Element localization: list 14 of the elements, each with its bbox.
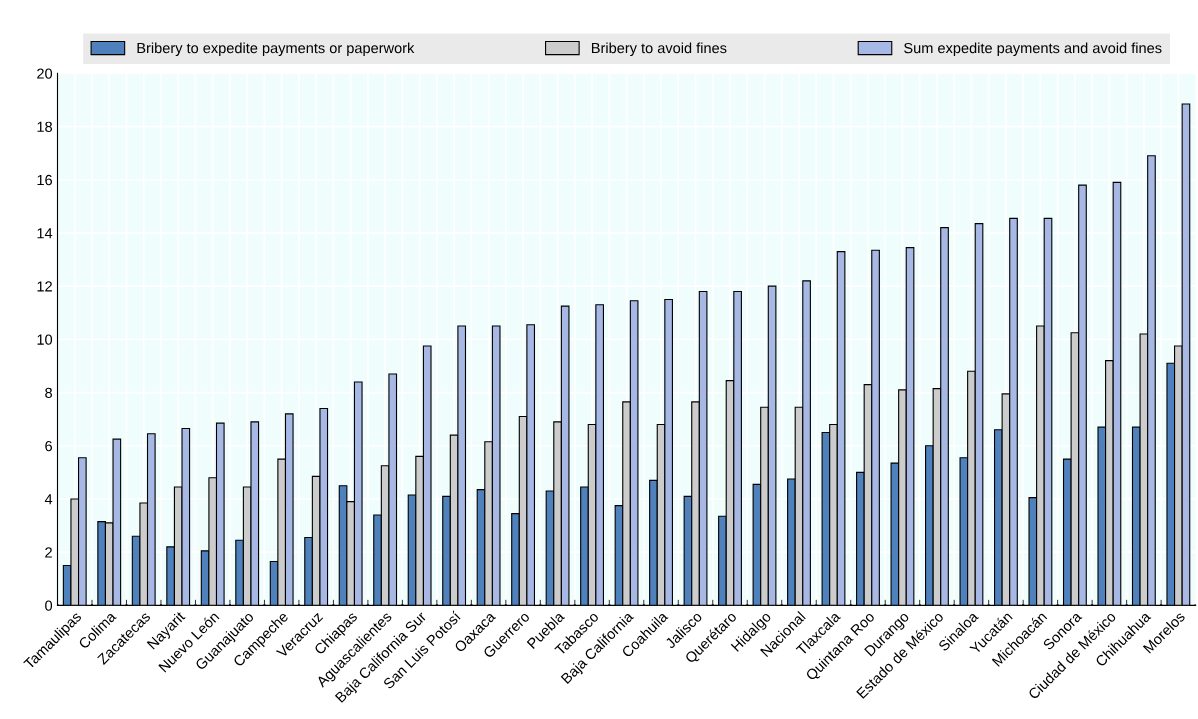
y-tick-label: 0 [45,600,53,611]
legend-label: Bribery to expedite payments or paperwork [137,42,415,57]
y-tick-label: 14 [37,228,53,239]
y-tick-label: 12 [37,281,52,292]
y-tick-label: 20 [37,68,53,79]
legend-label: Bribery to avoid fines [591,42,727,57]
y-tick-label: 4 [44,494,53,505]
y-tick-label: 16 [37,174,52,186]
y-tick-label: 18 [37,121,53,132]
legend-label: Sum expedite payments and avoid fines [904,42,1162,57]
y-tick-label: 10 [37,334,53,345]
y-tick-label: 6 [45,440,52,452]
y-tick-label: 2 [45,547,52,558]
y-tick-label: 8 [45,387,53,398]
